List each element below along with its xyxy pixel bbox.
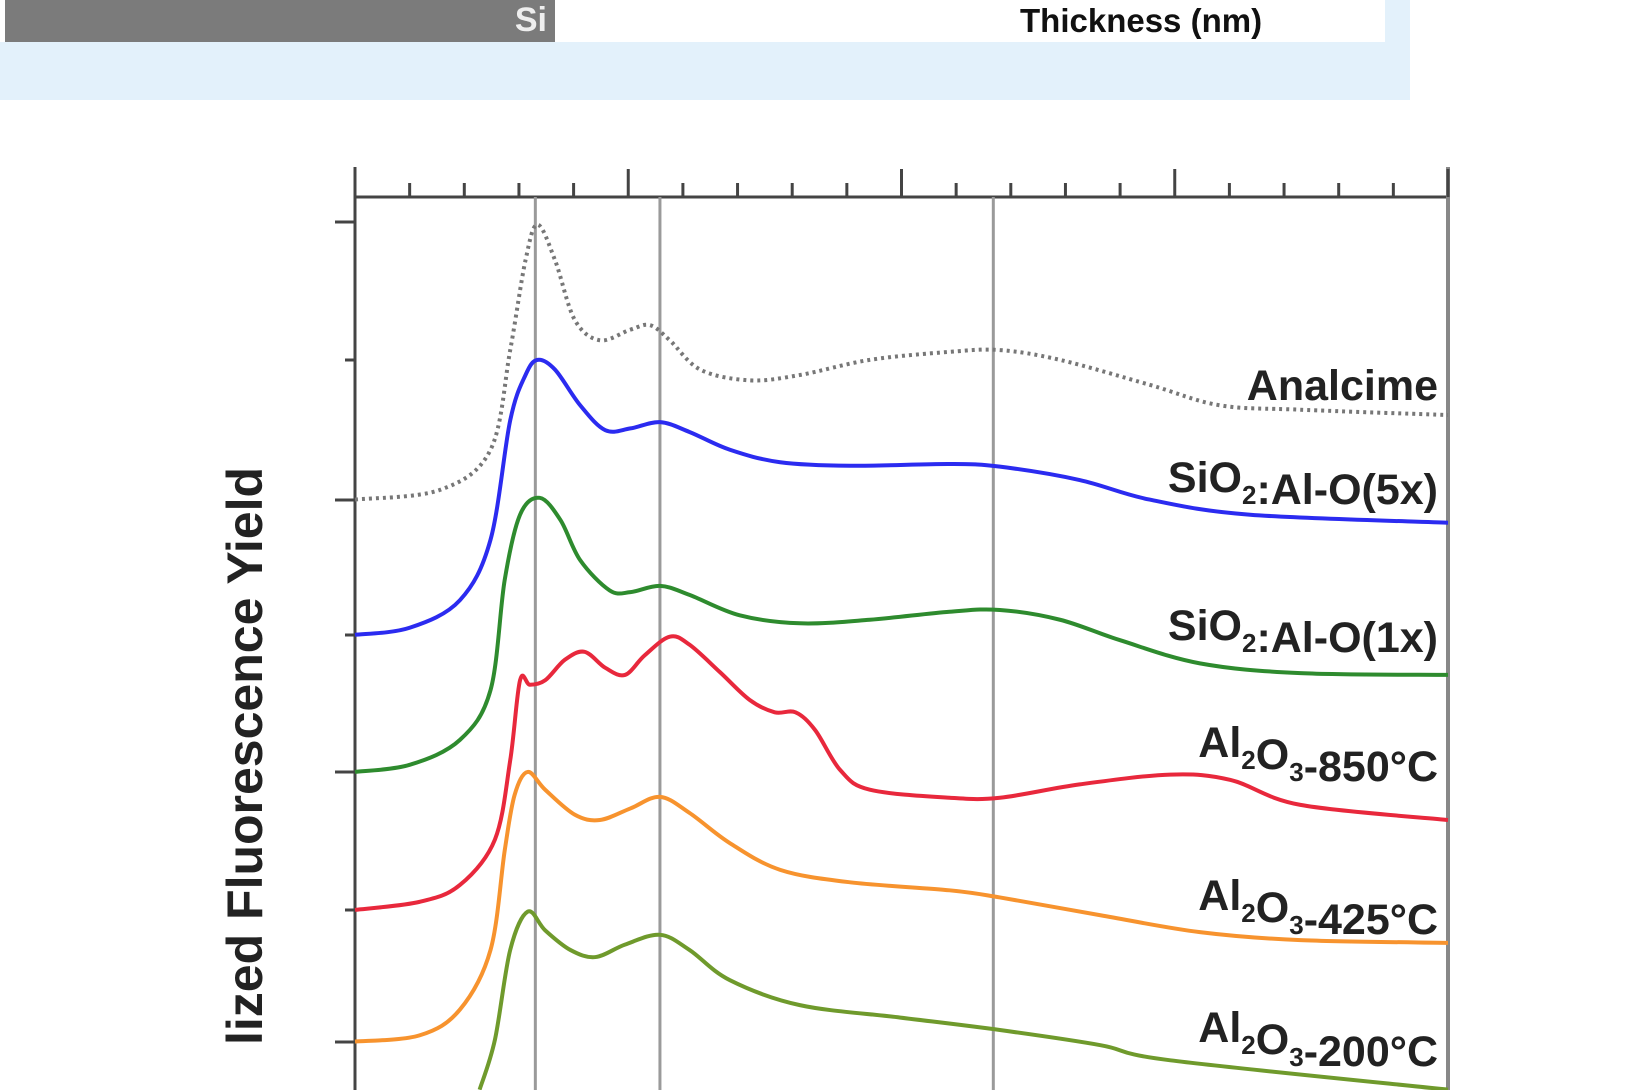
schematic-panel: Si Thickness (nm) (0, 0, 1410, 100)
si-layer-label: Si (514, 1, 547, 39)
series-label: Al2O3-850°C (1198, 719, 1438, 791)
label-text: -850°C (1304, 743, 1438, 791)
series-labels: AnalcimeSiO2:Al-O(5x)SiO2:Al-O(1x)Al2O3-… (1168, 362, 1438, 1076)
series-label: Analcime (1247, 362, 1438, 410)
series-label: Al2O3-425°C (1198, 872, 1438, 944)
label-text: -425°C (1304, 896, 1438, 944)
series-label: SiO2:Al-O(1x) (1168, 602, 1438, 662)
label-subscript: 3 (1289, 910, 1303, 940)
label-text: Al (1198, 872, 1241, 920)
label-text: O (1256, 884, 1289, 932)
label-subscript: 2 (1241, 745, 1255, 775)
label-subscript: 3 (1289, 1042, 1303, 1072)
series-line (354, 634, 1449, 912)
label-text: O (1256, 731, 1289, 779)
thickness-axis-label: Thickness (nm) (1020, 2, 1263, 39)
series-curves (354, 222, 1449, 1090)
label-text: Analcime (1247, 362, 1438, 410)
series-line (354, 495, 1449, 774)
label-text: SiO (1168, 602, 1242, 650)
label-text: O (1256, 1016, 1289, 1064)
label-text: Al (1198, 719, 1241, 767)
label-text: -200°C (1304, 1028, 1438, 1076)
label-text: SiO (1168, 454, 1242, 502)
series-label: SiO2:Al-O(5x) (1168, 454, 1438, 514)
label-subscript: 2 (1241, 898, 1255, 928)
schematic-inner: Si Thickness (nm) (0, 0, 1385, 42)
label-subscript: 3 (1289, 757, 1303, 787)
axes (335, 167, 1450, 1090)
label-text: :Al-O(5x) (1256, 466, 1438, 514)
label-subscript: 2 (1242, 480, 1256, 510)
series-label: Al2O3-200°C (1198, 1004, 1438, 1076)
y-axis-label: lized Fluorescence Yield (217, 467, 273, 1045)
series-line (354, 222, 1449, 502)
label-text: :Al-O(1x) (1256, 614, 1438, 662)
series-line (354, 357, 1449, 637)
si-layer-bar: Si (5, 0, 555, 42)
series-line (354, 769, 1449, 1044)
label-subscript: 2 (1241, 1030, 1255, 1060)
label-text: Al (1198, 1004, 1241, 1052)
series-line (477, 909, 1449, 1090)
label-subscript: 2 (1242, 628, 1256, 658)
